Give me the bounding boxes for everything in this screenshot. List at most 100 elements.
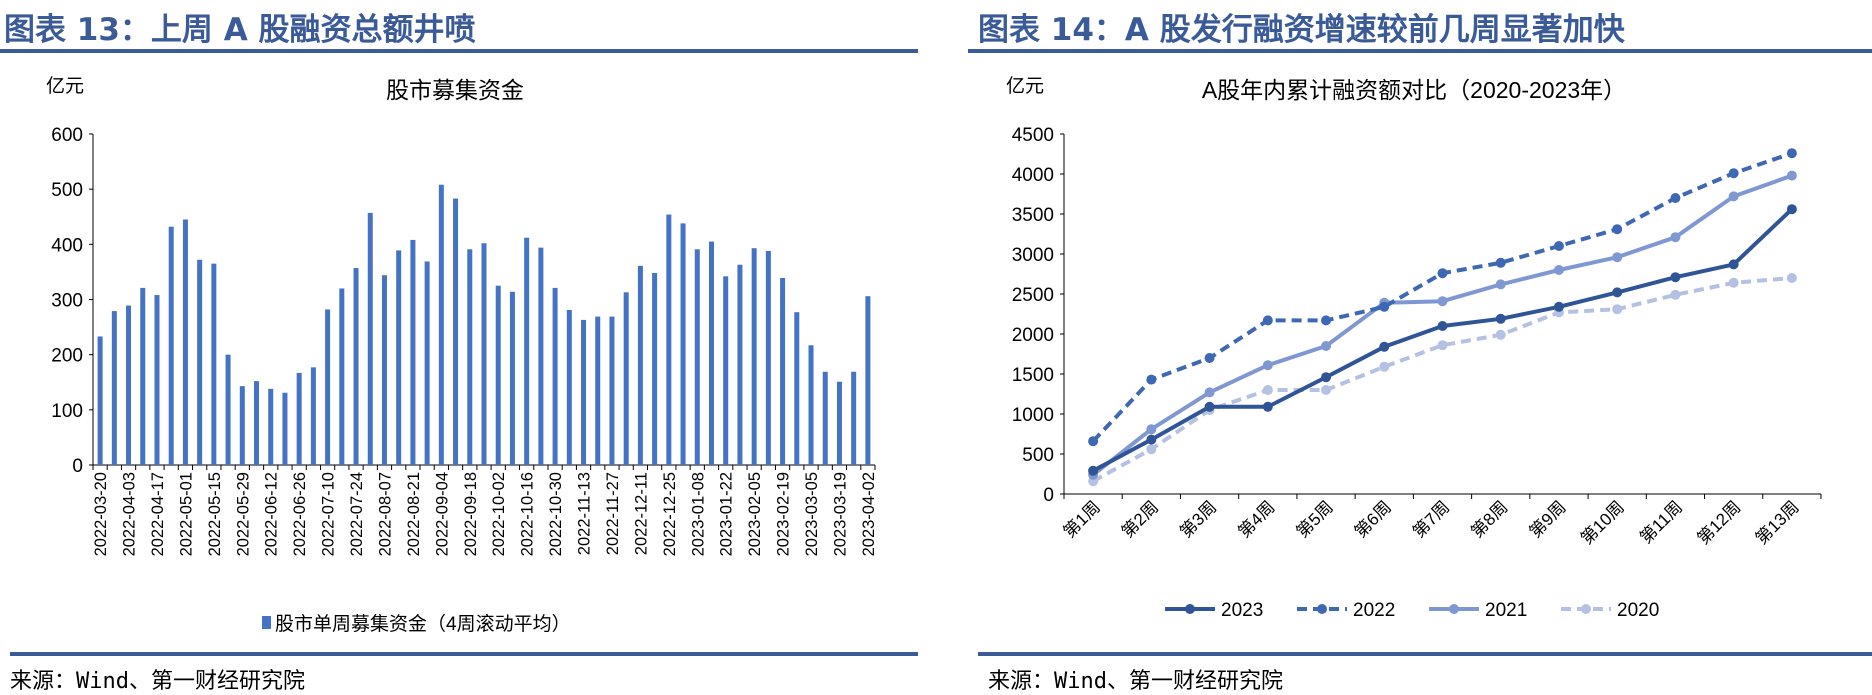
left-heading-rule — [0, 49, 918, 53]
bar — [140, 287, 146, 465]
right-panel-heading: 图表 14：A 股发行融资增速较前几周显著加快 — [978, 12, 1625, 48]
bar — [197, 259, 203, 465]
y-tick-label: 0 — [72, 456, 83, 477]
x-tick-label: 第9周 — [1526, 497, 1570, 541]
data-point-2021 — [1553, 265, 1564, 275]
bar — [381, 275, 387, 465]
bar — [524, 237, 530, 465]
x-tick-label: 2022-07-10 — [320, 472, 338, 556]
bar — [296, 372, 302, 465]
bar — [310, 367, 316, 465]
y-tick-label: 500 — [1022, 445, 1054, 466]
bar — [637, 265, 643, 465]
data-point-2023 — [1670, 272, 1681, 283]
bar — [453, 198, 459, 466]
bar — [751, 248, 757, 465]
x-tick-label: 2023-01-22 — [718, 472, 736, 556]
x-tick-label: 2022-03-20 — [92, 472, 110, 556]
x-tick-label: 第11周 — [1636, 497, 1686, 547]
data-point-2020 — [1262, 385, 1273, 395]
bar — [353, 268, 359, 465]
bar — [396, 250, 402, 465]
data-point-2022 — [1262, 315, 1273, 326]
data-point-2023 — [1728, 259, 1739, 270]
data-point-2020 — [1612, 304, 1623, 315]
x-tick-label: 2022-11-27 — [604, 472, 622, 555]
data-point-2020 — [1495, 329, 1506, 340]
data-point-2020 — [1146, 444, 1157, 455]
bar — [154, 295, 160, 465]
bar — [652, 273, 658, 465]
bar — [794, 312, 800, 465]
x-tick-label: 第2周 — [1118, 497, 1162, 541]
data-point-2020 — [1379, 361, 1390, 372]
bar — [566, 309, 572, 465]
y-tick-label: 2500 — [1012, 285, 1054, 306]
data-point-2021 — [1612, 252, 1623, 263]
bar — [509, 291, 515, 465]
bar — [723, 276, 729, 465]
x-tick-label: 第7周 — [1409, 497, 1453, 541]
y-tick-label: 2000 — [1012, 325, 1054, 346]
x-tick-label: 第8周 — [1467, 497, 1511, 541]
bar — [168, 226, 174, 465]
y-tick-label: 0 — [1043, 485, 1054, 506]
x-tick-label: 2022-05-15 — [206, 472, 224, 556]
data-point-2020 — [1437, 340, 1448, 351]
data-point-2022 — [1553, 241, 1564, 251]
data-point-2023 — [1495, 313, 1506, 324]
y-tick-label: 600 — [51, 125, 83, 146]
x-tick-label: 第6周 — [1351, 497, 1395, 541]
data-point-2022 — [1670, 193, 1681, 203]
right-source: 来源：Wind、第一财经研究院 — [988, 669, 1283, 694]
x-tick-label: 第12周 — [1694, 497, 1745, 548]
series-line-2020 — [1092, 276, 1793, 483]
bar-chart: 亿元 股市募集资金 股市单周募集资金（4周滚动平均） 0 100 200 300 400… — [46, 75, 878, 635]
x-tick-label: 第3周 — [1176, 497, 1220, 541]
x-tick-label: 2022-10-30 — [547, 472, 565, 556]
bar — [694, 249, 700, 465]
data-point-2022 — [1437, 268, 1448, 279]
data-point-2022 — [1379, 301, 1390, 312]
x-tick-label: 第13周 — [1752, 497, 1803, 548]
bar — [481, 243, 487, 465]
data-point-2023 — [1146, 434, 1157, 445]
y-tick-label: 500 — [51, 180, 83, 201]
x-tick-label: 2022-08-21 — [405, 472, 423, 556]
y-tick-label: 3000 — [1012, 245, 1054, 266]
data-point-2022 — [1204, 353, 1215, 363]
x-tick-label: 第5周 — [1293, 497, 1337, 541]
x-tick-label: 2023-03-19 — [831, 472, 849, 556]
x-tick-label: 2023-02-05 — [746, 472, 764, 556]
bar — [623, 292, 629, 465]
bar — [97, 336, 103, 465]
legend-marker-2021 — [1449, 604, 1459, 614]
data-point-2021 — [1728, 191, 1739, 202]
x-tick-label: 2022-07-24 — [348, 472, 366, 556]
bar — [225, 354, 231, 465]
data-point-2020 — [1786, 273, 1797, 283]
x-tick-label: 2022-06-26 — [291, 472, 309, 556]
bar — [765, 250, 771, 465]
x-tick-label: 第4周 — [1234, 497, 1278, 541]
line-chart-ylabel: 亿元 — [1006, 75, 1044, 97]
x-tick-label: 2022-09-04 — [433, 472, 451, 556]
y-tick-label: 1500 — [1012, 365, 1054, 386]
x-tick-label: 2022-04-03 — [121, 472, 139, 556]
bar — [538, 247, 544, 465]
bar — [780, 277, 786, 465]
y-tick-label: 1000 — [1012, 405, 1054, 426]
data-point-2023 — [1786, 204, 1797, 215]
x-tick-label: 2022-08-07 — [376, 472, 394, 556]
left-footer-rule — [10, 652, 918, 656]
x-tick-label: 2022-10-16 — [519, 472, 537, 556]
y-tick-label: 200 — [51, 346, 83, 367]
right-heading-rule — [968, 49, 1872, 53]
x-tick-label: 第1周 — [1060, 497, 1104, 541]
data-point-2022 — [1495, 257, 1506, 268]
legend-label: 2020 — [1617, 600, 1659, 621]
x-tick-label: 2022-12-11 — [632, 472, 650, 555]
data-point-2023 — [1088, 465, 1099, 476]
legend-marker-2023 — [1185, 604, 1195, 614]
x-tick-label: 2022-10-02 — [490, 472, 508, 556]
